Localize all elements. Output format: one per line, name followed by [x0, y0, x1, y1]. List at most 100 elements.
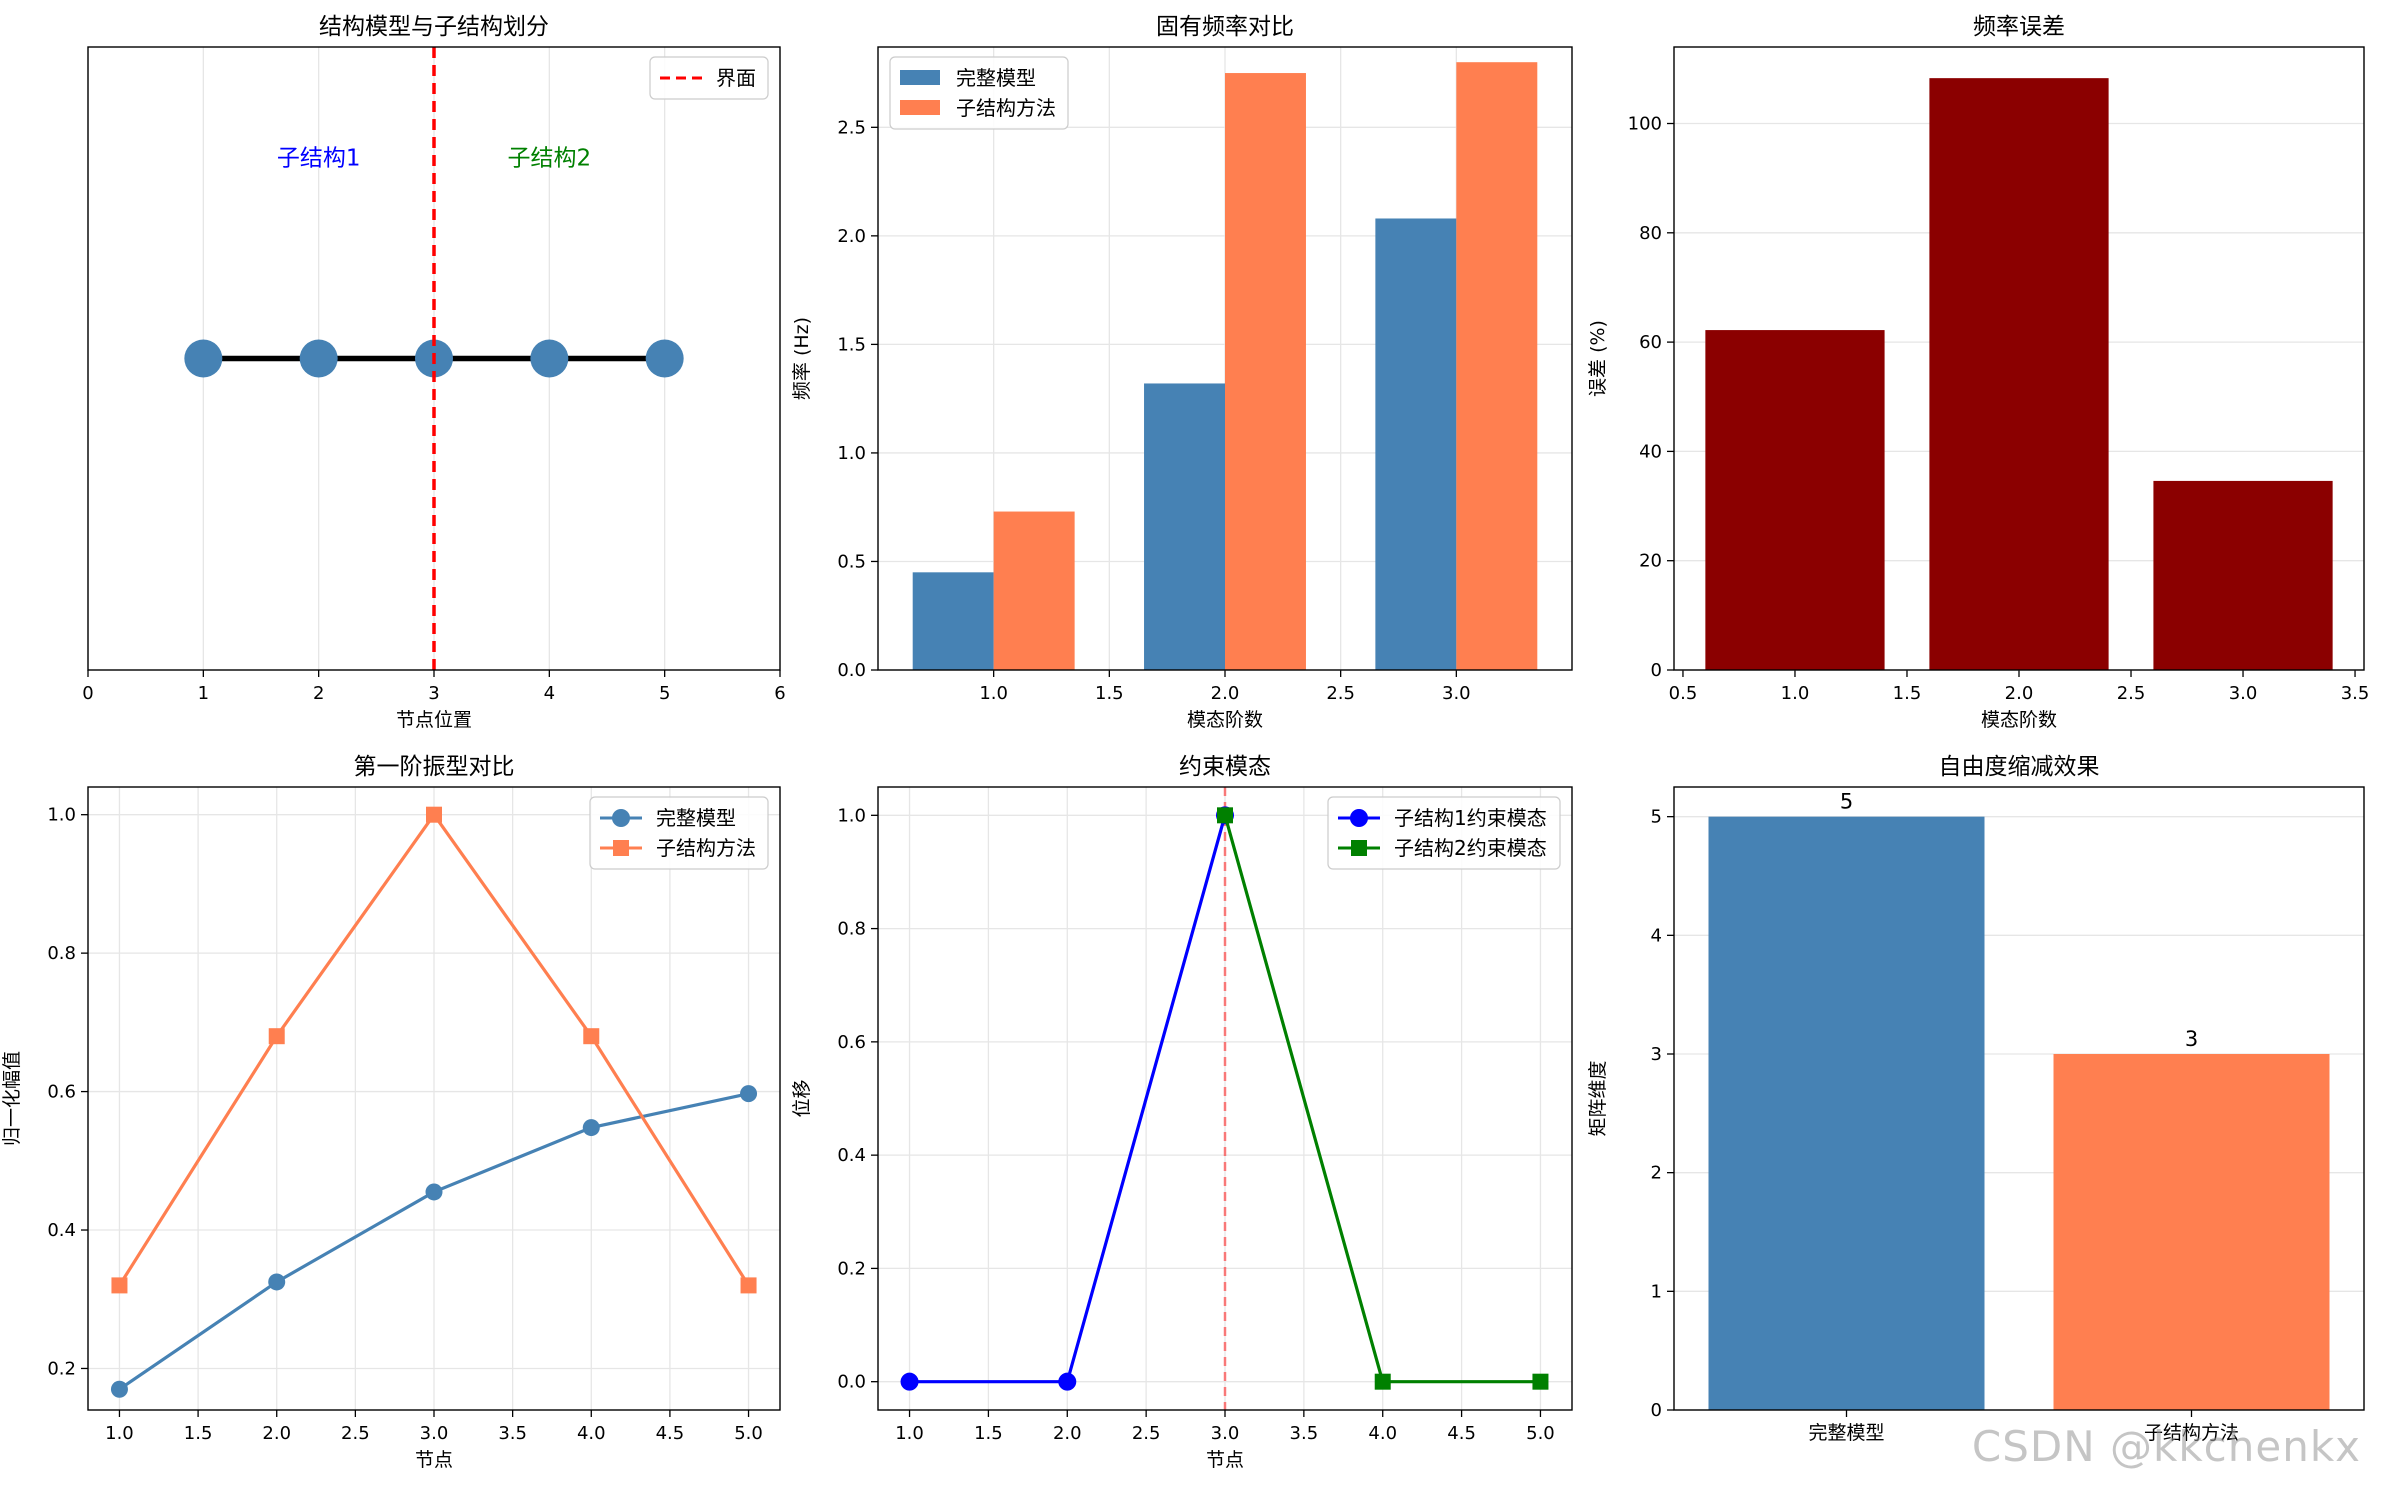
x-tick-label: 3.5 [498, 1423, 527, 1444]
y-tick-label: 0.2 [837, 1258, 866, 1279]
bar [993, 511, 1075, 670]
x-tick-label: 1.5 [974, 1423, 1003, 1444]
x-tick-label: 3 [428, 683, 439, 704]
bar [912, 572, 994, 670]
x-tick-label: 3.5 [1290, 1423, 1319, 1444]
bar [2053, 1054, 2330, 1410]
axes-frame [87, 46, 781, 671]
x-tick-label: 2.5 [341, 1423, 370, 1444]
x-tick-label: 4.5 [656, 1423, 685, 1444]
data-point [268, 1273, 286, 1291]
legend-label: 子结构1约束模态 [1394, 806, 1547, 830]
y-tick-label: 1.0 [837, 443, 866, 464]
y-tick-label: 40 [1639, 441, 1662, 462]
x-tick-label: 3.5 [2341, 683, 2370, 704]
y-tick-label: 0 [1651, 660, 1662, 681]
chart-title: 频率误差 [1973, 14, 2065, 40]
x-tick-label: 2.5 [2117, 683, 2146, 704]
legend-marker [1351, 840, 1367, 856]
y-tick-label: 0.4 [837, 1145, 866, 1166]
bar-value-label: 3 [2185, 1027, 2198, 1051]
axes-frame [1673, 46, 2365, 671]
y-tick-label: 1 [1651, 1281, 1662, 1302]
y-axis-label: 矩阵维度 [1587, 1060, 1609, 1136]
y-tick-label: 0.6 [47, 1082, 76, 1103]
watermark: CSDN @kkchenkx [1971, 1422, 2361, 1471]
y-tick-label: 0.4 [47, 1220, 76, 1241]
y-tick-label: 0 [1651, 1400, 1662, 1421]
legend-swatch [900, 70, 940, 85]
bar [1929, 78, 2109, 670]
bar [2153, 480, 2333, 670]
x-tick-label: 4.0 [1368, 1423, 1397, 1444]
bar [1456, 62, 1538, 670]
data-point [1532, 1373, 1549, 1390]
x-axis-label: 模态阶数 [1187, 709, 1263, 731]
y-axis-label: 误差 (%) [1587, 320, 1609, 397]
legend-box [649, 56, 769, 100]
x-tick-label: 1.0 [105, 1423, 134, 1444]
data-point [1058, 1372, 1077, 1391]
data-point [1374, 1373, 1391, 1390]
y-tick-label: 2.5 [837, 117, 866, 138]
legend-swatch [900, 100, 940, 115]
x-axis-label: 模态阶数 [1981, 709, 2057, 731]
node-point [299, 339, 338, 378]
annotation-text: 子结构2 [508, 145, 592, 171]
data-point [111, 1277, 128, 1294]
data-point [582, 1119, 600, 1137]
y-tick-label: 0.6 [837, 1032, 866, 1053]
x-tick-label: 4 [544, 683, 555, 704]
y-tick-label: 1.5 [837, 334, 866, 355]
x-tick-label: 子结构方法 [2144, 1422, 2239, 1444]
legend-marker [612, 809, 630, 827]
y-tick-label: 80 [1639, 223, 1662, 244]
x-axis-label: 节点 [1206, 1449, 1244, 1471]
legend-label: 完整模型 [956, 66, 1036, 90]
y-tick-label: 0.8 [837, 919, 866, 940]
x-tick-label: 2.0 [262, 1423, 291, 1444]
x-axis-label: 节点位置 [396, 709, 472, 731]
bar [1144, 383, 1225, 670]
legend-label: 界面 [716, 66, 756, 90]
y-tick-label: 0.5 [837, 551, 866, 572]
x-tick-label: 2 [313, 683, 324, 704]
legend-marker [1350, 809, 1368, 827]
y-tick-label: 100 [1628, 114, 1662, 135]
x-tick-label: 完整模型 [1808, 1422, 1884, 1444]
axes-frame [87, 786, 781, 1411]
x-tick-label: 1.5 [1893, 683, 1922, 704]
y-axis-label: 频率 (Hz) [791, 317, 813, 400]
y-tick-label: 0.0 [837, 1372, 866, 1393]
x-tick-label: 5.0 [1526, 1423, 1555, 1444]
x-tick-label: 4.5 [1447, 1423, 1476, 1444]
x-tick-label: 2.0 [1211, 683, 1240, 704]
x-tick-label: 0.5 [1669, 683, 1698, 704]
legend-label: 子结构方法 [656, 836, 756, 860]
y-tick-label: 0.2 [47, 1358, 76, 1379]
data-point [110, 1380, 128, 1398]
chart-title: 第一阶振型对比 [354, 754, 515, 780]
chart-title: 约束模态 [1179, 754, 1271, 780]
x-tick-label: 2.0 [2005, 683, 2034, 704]
legend-box [589, 796, 769, 870]
x-tick-label: 3.0 [2229, 683, 2258, 704]
bar [1375, 218, 1457, 671]
x-tick-label: 1.0 [979, 683, 1008, 704]
x-tick-label: 5 [659, 683, 670, 704]
y-axis-label: 归一化幅值 [1, 1051, 23, 1146]
x-tick-label: 1 [198, 683, 209, 704]
annotation-text: 子结构1 [277, 145, 361, 171]
x-tick-label: 3.0 [420, 1423, 449, 1444]
x-tick-label: 2.5 [1326, 683, 1355, 704]
chart-panel-2: 1.0 1.5 2.0 2.5 3.0 0.0 0.5 1.0 1.5 2.0 2.5 固有频率对比模… [791, 14, 1573, 731]
y-tick-label: 0.0 [837, 660, 866, 681]
x-tick-label: 4.0 [577, 1423, 606, 1444]
y-tick-label: 1.0 [837, 805, 866, 826]
